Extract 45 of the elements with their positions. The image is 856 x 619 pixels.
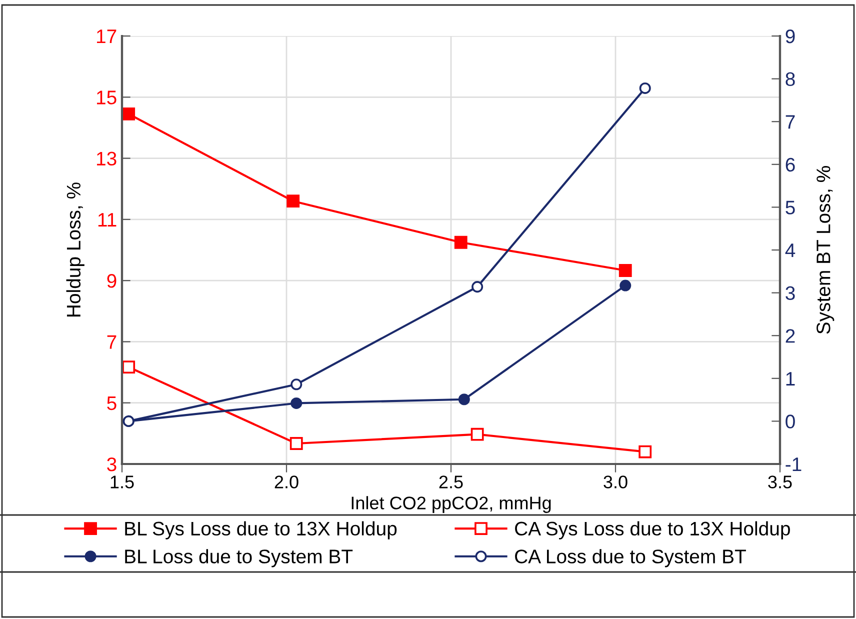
y2-tick-label: -1 <box>786 458 802 472</box>
point <box>458 394 470 406</box>
y2-tick-label: 1 <box>786 372 795 386</box>
point <box>290 397 302 409</box>
point <box>470 428 484 441</box>
point <box>290 437 303 450</box>
y-tick-label: 11 <box>98 213 116 226</box>
y-tick-label: 9 <box>107 274 116 288</box>
y2-tick-label: 5 <box>786 200 795 214</box>
x-tick-label: 2.0 <box>274 476 298 488</box>
x-tick-label: 1.5 <box>110 476 134 488</box>
y-tick-label: 5 <box>107 396 116 410</box>
y2-axis-title: System BT Loss, % <box>816 166 834 334</box>
y2-tick-label: 7 <box>786 115 795 129</box>
y2-tick-label: 2 <box>786 329 795 343</box>
legend-label: BL Loss due to System BT <box>125 549 353 568</box>
point <box>454 236 468 249</box>
legend-label: BL Sys Loss due to 13X Holdup <box>125 521 397 540</box>
y-tick-label: 15 <box>96 90 116 104</box>
legend-label: CA Loss due to System BT <box>515 549 746 568</box>
y2-tick-label: 6 <box>786 158 795 172</box>
x-tick-label: 3.0 <box>604 476 628 488</box>
point <box>122 360 136 374</box>
point <box>618 264 632 277</box>
y2-tick-label: 4 <box>785 244 796 258</box>
point <box>290 378 302 390</box>
x-tick-label: 3.5 <box>768 476 792 488</box>
point <box>639 82 651 94</box>
point <box>472 281 484 293</box>
point <box>286 194 300 208</box>
y-tick-label: 13 <box>96 152 116 166</box>
y-tick-label: 3 <box>107 457 116 472</box>
y-tick-label: 7 <box>107 335 116 349</box>
y-tick-label: 17 <box>96 30 116 44</box>
x-axis-title: Inlet CO2 ppCO2, mmHg <box>352 496 551 513</box>
y2-tick-label: 9 <box>786 29 795 44</box>
y2-tick-label: 0 <box>786 414 795 428</box>
y-axis-title: Holdup Loss, % <box>66 182 84 316</box>
y2-tick-label: 8 <box>786 72 795 86</box>
y2-tick-label: 3 <box>786 286 795 300</box>
point <box>638 445 652 458</box>
point <box>620 280 632 292</box>
point <box>122 107 136 120</box>
x-tick-label: 2.5 <box>439 476 463 488</box>
legend-label: CA Sys Loss due to 13X Holdup <box>515 521 790 540</box>
